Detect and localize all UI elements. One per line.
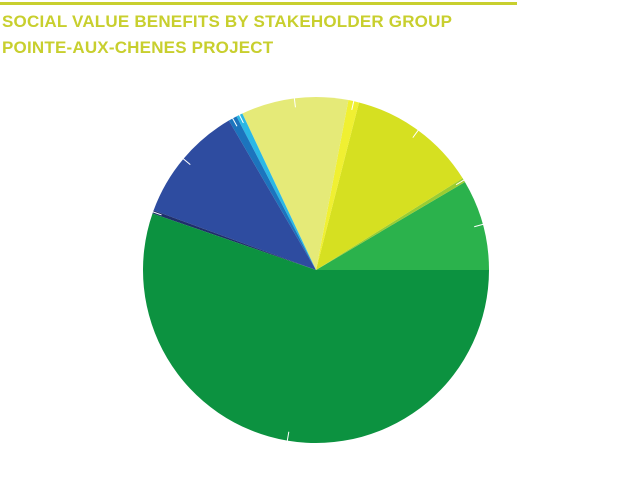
chart-title: SOCIAL VALUE BENEFITS BY STAKEHOLDER GRO… (2, 12, 453, 31)
pie-slice-6 (236, 113, 316, 271)
slice-tick-8 (182, 157, 191, 166)
pie-slice-9 (152, 210, 316, 270)
pie-slice-8 (153, 120, 316, 270)
slice-tick-10 (286, 431, 290, 442)
slice-tick-4 (351, 100, 355, 111)
slice-tick-3 (412, 129, 420, 138)
top-rule (0, 2, 517, 5)
pie-slice-7 (228, 116, 316, 270)
slice-tick-1 (474, 223, 484, 228)
chart-subtitle: POINTE-AUX-CHENES PROJECT (2, 38, 274, 57)
pie-slice-1 (316, 181, 489, 270)
slice-tick-5 (293, 97, 296, 108)
pie-slice-4 (316, 100, 360, 270)
slice-tick-2 (455, 179, 465, 186)
slice-tick-7 (231, 117, 238, 127)
pie-slice-5 (242, 96, 349, 270)
slice-tick-6 (238, 113, 244, 124)
pie-slice-2 (316, 178, 465, 270)
slice-tick-9 (151, 211, 162, 216)
pie-slice-3 (316, 102, 463, 270)
pie-slice-10 (143, 213, 489, 443)
